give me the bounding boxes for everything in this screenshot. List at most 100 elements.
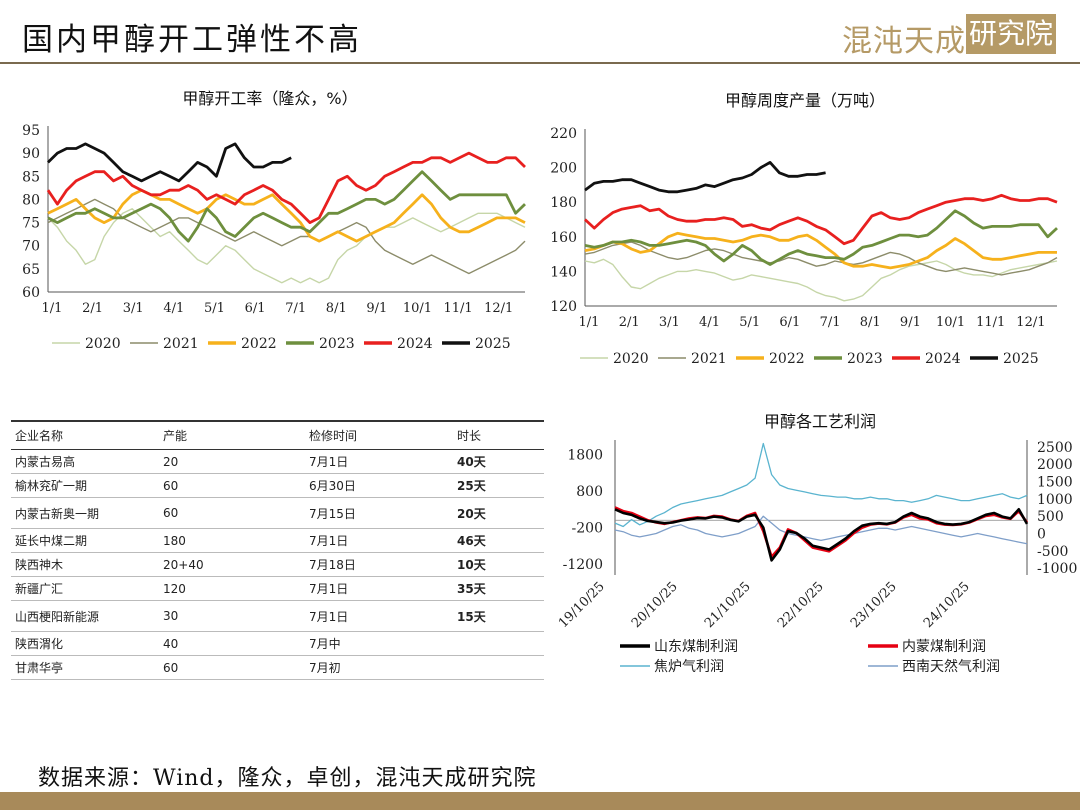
y-tick-label: 80 [22, 192, 40, 208]
cell-company: 山西梗阳新能源 [11, 600, 159, 632]
cell-capacity: 60 [159, 655, 305, 680]
x-tick-label: 5/1 [739, 315, 760, 330]
cell-date: 7月1日 [305, 528, 453, 553]
legend-label-shandong: 山东煤制利润 [654, 639, 738, 655]
series-line-2020 [584, 258, 1058, 302]
series-line-xinan [614, 515, 1028, 545]
series-line-2025 [47, 142, 292, 183]
x-tick-label: 5/1 [204, 301, 225, 316]
cell-duration: 10天 [453, 552, 544, 577]
right-tick-label: -1000 [1037, 561, 1077, 577]
cell-company: 延长中煤二期 [11, 528, 159, 553]
left-tick-label: 800 [576, 484, 603, 500]
left-tick-label: 1800 [567, 448, 603, 464]
cell-capacity: 120 [159, 576, 305, 601]
process-profit-chart: 甲醇各工艺利润 -1200 -200 800 1800 -1000-500 05001000… [556, 412, 1077, 675]
x-tick-label: 10/1 [936, 315, 965, 330]
legend-label-xinan: 西南天然气利润 [902, 658, 1000, 675]
x-tick-label: 4/1 [699, 315, 720, 330]
x-tick-label: 2/1 [82, 301, 103, 316]
cell-duration: 46天 [453, 528, 544, 553]
y-tick-label: 85 [22, 169, 40, 185]
y-tick-label: 75 [22, 216, 40, 232]
x-tick-label: 8/1 [326, 301, 347, 316]
series-line-2022 [584, 231, 1057, 270]
y-tick-label: 180 [550, 195, 577, 211]
x-tick-label: 1/1 [579, 315, 600, 330]
legend-label-2024: 2024 [397, 336, 433, 352]
y-tick-label: 60 [22, 285, 40, 301]
right-tick-label: 1000 [1037, 492, 1073, 508]
y-tick-label: 70 [22, 239, 40, 255]
chart-title: 甲醇各工艺利润 [764, 412, 876, 431]
right-tick-label: 0 [1037, 526, 1046, 542]
operating-rate-chart: 甲醇开工率（隆众，%） 60 65 70 75 80 85 90 95 1/1 2/1 3/1 4/1 5… [22, 89, 526, 352]
cell-duration [453, 655, 544, 680]
x-tick-label: 23/10/25 [848, 579, 900, 631]
right-tick-label: 2000 [1037, 457, 1073, 473]
cell-company: 内蒙古新奥一期 [11, 497, 159, 529]
cell-company: 新疆广汇 [11, 576, 159, 601]
legend-label-2025: 2025 [1003, 351, 1039, 367]
col-header-capacity: 产能 [159, 420, 305, 450]
cell-date: 7月1日 [305, 600, 453, 632]
cell-duration: 40天 [453, 449, 544, 474]
x-tick-label: 22/10/25 [775, 579, 827, 631]
col-header-company: 企业名称 [11, 420, 159, 450]
x-tick-label: 24/10/25 [921, 579, 973, 631]
series-line-2024 [46, 151, 526, 225]
right-tick-label: 500 [1037, 509, 1064, 525]
cell-date: 7月1日 [305, 576, 453, 601]
x-tick-label: 11/1 [976, 315, 1005, 330]
legend-label-2022: 2022 [241, 336, 277, 352]
cell-duration: 20天 [453, 497, 544, 529]
series-line-2021 [584, 241, 1058, 276]
x-tick-label: 3/1 [659, 315, 680, 330]
cell-duration: 15天 [453, 600, 544, 632]
data-source-note: 数据来源：Wind，隆众，卓创，混沌天成研究院 [38, 766, 537, 791]
legend-label-2021: 2021 [163, 336, 199, 352]
footer-bar [0, 792, 1080, 810]
series-line-2024 [584, 193, 1058, 246]
cell-capacity: 60 [159, 473, 305, 498]
cell-capacity: 30 [159, 600, 305, 632]
series-line-2023 [47, 170, 526, 243]
legend-label-jiaolu: 焦炉气利润 [654, 659, 724, 675]
series-line-2023 [584, 209, 1058, 266]
right-tick-label: 2500 [1037, 440, 1073, 456]
series-line-jiaolu [614, 442, 1028, 528]
legend-label-2020: 2020 [85, 336, 121, 352]
page-title: 国内甲醇开工弹性不高 [22, 22, 362, 58]
x-tick-label: 21/10/25 [702, 579, 754, 631]
cell-date: 6月30日 [305, 473, 453, 498]
x-tick-label: 4/1 [163, 301, 184, 316]
cell-capacity: 20 [159, 449, 305, 474]
logo-box-text: 研究院 [966, 14, 1056, 54]
y-tick-label: 140 [550, 264, 577, 280]
cell-capacity: 180 [159, 528, 305, 553]
table-row: 甘肃华亭 60 7月初 [11, 655, 544, 680]
table-row: 新疆广汇 120 7月1日 35天 [11, 576, 544, 601]
series-line-shandong [614, 508, 1029, 562]
legend-label-neimeng: 内蒙煤制利润 [902, 639, 986, 655]
table-row: 山西梗阳新能源 30 7月1日 15天 [11, 600, 544, 632]
x-tick-label: 7/1 [820, 315, 841, 330]
y-tick-label: 160 [550, 230, 577, 246]
x-tick-label: 20/10/25 [629, 579, 681, 631]
left-tick-label: -1200 [563, 557, 603, 573]
legend-label-2022: 2022 [769, 351, 805, 367]
x-tick-label: 6/1 [245, 301, 266, 316]
y-tick-label: 200 [550, 161, 577, 177]
series-line-2025 [584, 161, 826, 194]
y-tick-label: 120 [550, 299, 577, 315]
y-tick-label: 65 [22, 262, 40, 278]
y-tick-label: 90 [22, 146, 40, 162]
series-line-2022 [47, 188, 526, 243]
chart-title: 甲醇周度产量（万吨） [725, 91, 885, 110]
x-tick-label: 3/1 [123, 301, 144, 316]
x-tick-label: 10/1 [403, 301, 432, 316]
brand-logo: 混沌天成 研究院 [842, 12, 1057, 59]
cell-company: 内蒙古易高 [11, 449, 159, 474]
cell-date: 7月15日 [305, 497, 453, 529]
legend-label-2023: 2023 [847, 351, 883, 367]
